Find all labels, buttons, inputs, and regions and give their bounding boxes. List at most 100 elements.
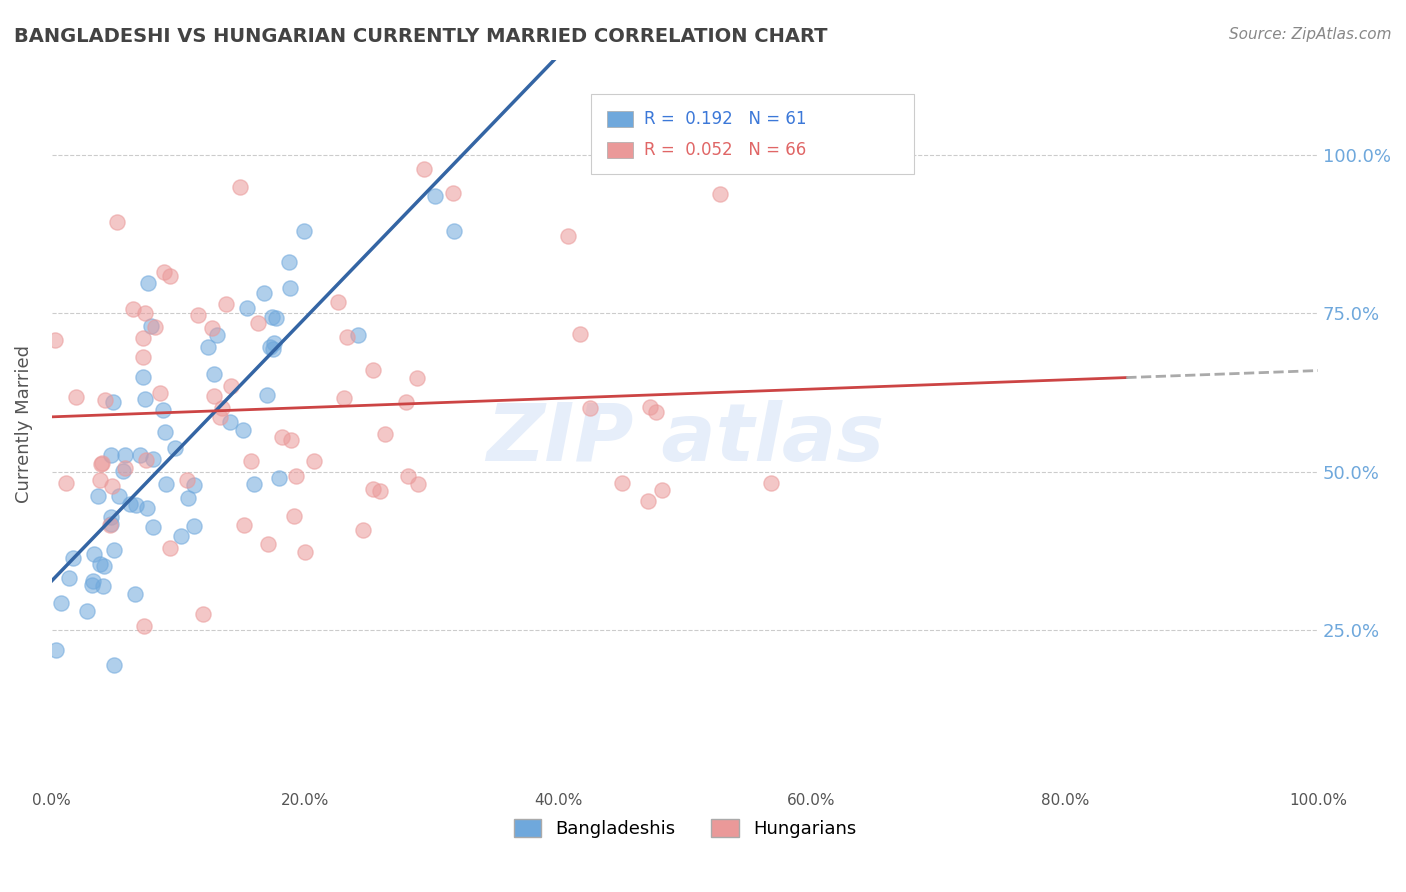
- Text: R =  0.192   N = 61: R = 0.192 N = 61: [644, 110, 807, 128]
- Point: [177, 491, 200, 505]
- Point: [103, 542, 125, 557]
- Point: [142, 520, 165, 534]
- Point: [62, 551, 84, 566]
- Point: [176, 473, 198, 487]
- Point: [134, 392, 156, 406]
- Point: [253, 286, 276, 301]
- Point: [128, 448, 150, 462]
- Point: [284, 468, 307, 483]
- Point: [191, 607, 214, 621]
- Point: [142, 451, 165, 466]
- Point: [218, 415, 240, 429]
- Point: [352, 523, 374, 537]
- Point: [197, 340, 219, 354]
- Point: [246, 316, 269, 330]
- Point: [262, 342, 284, 356]
- Point: [136, 276, 159, 290]
- Point: [58, 571, 80, 585]
- Point: [202, 389, 225, 403]
- Point: [271, 430, 294, 444]
- Point: [98, 518, 121, 533]
- Point: [396, 469, 419, 483]
- Point: [100, 448, 122, 462]
- Point: [114, 449, 136, 463]
- Point: [292, 224, 315, 238]
- Point: [49, 596, 72, 610]
- Point: [82, 578, 104, 592]
- Point: [134, 619, 156, 633]
- Legend: Bangladeshis, Hungarians: Bangladeshis, Hungarians: [506, 812, 863, 845]
- Point: [280, 434, 302, 448]
- Point: [259, 340, 281, 354]
- Point: [256, 537, 278, 551]
- Point: [183, 519, 205, 533]
- Y-axis label: Currently Married: Currently Married: [15, 345, 32, 503]
- Point: [278, 281, 301, 295]
- Point: [139, 318, 162, 333]
- Point: [361, 363, 384, 377]
- Point: [612, 475, 634, 490]
- Point: [346, 327, 368, 342]
- Point: [266, 311, 288, 326]
- Point: [108, 489, 131, 503]
- Point: [153, 425, 176, 439]
- Point: [111, 464, 134, 478]
- Point: [155, 477, 177, 491]
- Point: [100, 516, 122, 531]
- Point: [89, 557, 111, 571]
- Point: [395, 395, 418, 409]
- Point: [187, 308, 209, 322]
- Point: [118, 497, 141, 511]
- Point: [294, 545, 316, 559]
- Point: [326, 295, 349, 310]
- Point: [91, 579, 114, 593]
- Point: [170, 529, 193, 543]
- Point: [159, 268, 181, 283]
- Point: [267, 470, 290, 484]
- Point: [149, 386, 172, 401]
- Point: [333, 391, 356, 405]
- Point: [638, 401, 661, 415]
- Point: [132, 369, 155, 384]
- Point: [65, 390, 87, 404]
- Point: [243, 476, 266, 491]
- Point: [235, 301, 257, 316]
- Point: [93, 558, 115, 573]
- Text: Source: ZipAtlas.com: Source: ZipAtlas.com: [1229, 27, 1392, 42]
- Point: [100, 510, 122, 524]
- Point: [45, 643, 67, 657]
- Point: [651, 483, 673, 498]
- Point: [256, 388, 278, 402]
- Point: [637, 493, 659, 508]
- Point: [211, 401, 233, 416]
- Point: [132, 330, 155, 344]
- Point: [114, 461, 136, 475]
- Point: [302, 454, 325, 468]
- Point: [361, 482, 384, 496]
- Point: [76, 604, 98, 618]
- Text: R =  0.052   N = 66: R = 0.052 N = 66: [644, 141, 806, 159]
- Point: [103, 657, 125, 672]
- Point: [240, 454, 263, 468]
- Point: [159, 541, 181, 555]
- Point: [374, 427, 396, 442]
- Point: [232, 423, 254, 437]
- Point: [263, 336, 285, 351]
- Point: [101, 395, 124, 409]
- Point: [165, 441, 187, 455]
- Point: [134, 306, 156, 320]
- Point: [82, 574, 104, 588]
- Point: [645, 405, 668, 419]
- Point: [87, 489, 110, 503]
- Point: [152, 265, 174, 279]
- Text: BANGLADESHI VS HUNGARIAN CURRENTLY MARRIED CORRELATION CHART: BANGLADESHI VS HUNGARIAN CURRENTLY MARRI…: [14, 27, 828, 45]
- Point: [283, 509, 305, 524]
- Point: [125, 498, 148, 512]
- Point: [709, 186, 731, 201]
- Point: [335, 330, 357, 344]
- Point: [232, 517, 254, 532]
- Point: [406, 477, 429, 491]
- Point: [135, 453, 157, 467]
- Point: [131, 350, 153, 364]
- Point: [205, 328, 228, 343]
